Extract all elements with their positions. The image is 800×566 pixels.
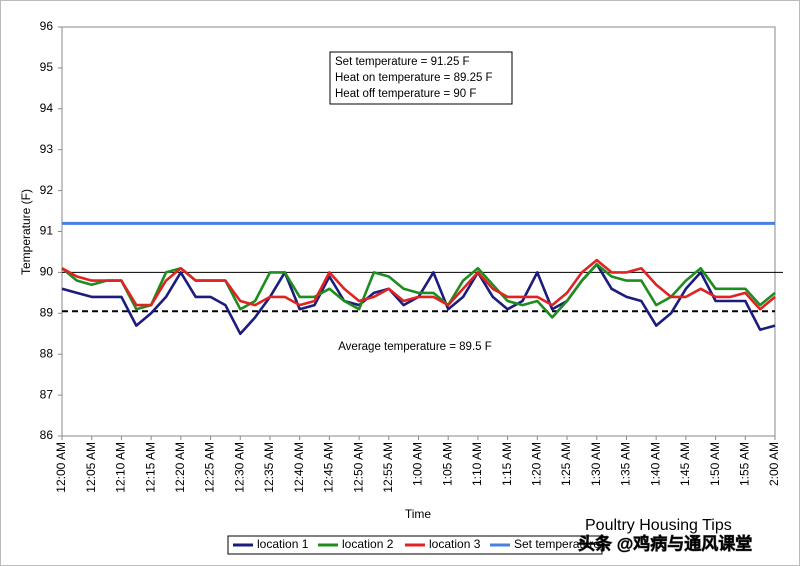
x-tick-label: 12:20 AM: [173, 442, 187, 493]
legend-label: location 1: [257, 537, 309, 551]
x-tick-label: 1:10 AM: [470, 442, 484, 486]
y-tick-label: 91: [40, 224, 54, 238]
x-tick-label: 1:30 AM: [589, 442, 603, 486]
y-tick-label: 87: [40, 387, 54, 401]
x-tick-label: 1:00 AM: [411, 442, 425, 486]
y-tick-label: 90: [40, 265, 54, 279]
x-tick-label: 12:40 AM: [292, 442, 306, 493]
x-tick-label: 12:00 AM: [54, 442, 68, 493]
x-tick-label: 1:25 AM: [559, 442, 573, 486]
x-tick-label: 1:45 AM: [678, 442, 692, 486]
x-tick-label: 12:10 AM: [114, 442, 128, 493]
y-tick-label: 93: [40, 142, 54, 156]
x-tick-label: 12:50 AM: [351, 442, 365, 493]
annotation: Average temperature = 89.5 F: [338, 341, 492, 353]
x-tick-label: 12:05 AM: [84, 442, 98, 493]
legend-label: Set temperature: [514, 537, 600, 551]
series-line: [61, 258, 776, 311]
x-tick-label: 1:05 AM: [440, 442, 454, 486]
annotation-line: Heat off temperature = 90 F: [335, 88, 476, 100]
x-tick-label: 1:50 AM: [708, 442, 722, 486]
annotation-line: Set temperature = 91.25 F: [335, 56, 470, 68]
watermark-text: 头条 @鸡病与通风课堂: [578, 533, 752, 553]
x-tick-label: 1:15 AM: [500, 442, 514, 486]
y-tick-label: 94: [40, 101, 54, 115]
legend-label: location 2: [342, 537, 394, 551]
y-tick-label: 88: [40, 346, 54, 360]
y-tick-label: 92: [40, 183, 54, 197]
x-tick-label: 12:25 AM: [203, 442, 217, 493]
legend-label: location 3: [429, 537, 481, 551]
x-tick-label: 12:55 AM: [381, 442, 395, 493]
x-tick-label: 1:55 AM: [737, 442, 751, 486]
x-tick-label: 1:40 AM: [648, 442, 662, 486]
annotation-box: [329, 51, 513, 105]
x-tick-label: 12:35 AM: [262, 442, 276, 493]
x-tick-label: 1:20 AM: [530, 442, 544, 486]
x-tick-label: 12:45 AM: [322, 442, 336, 493]
x-axis-title: Time: [405, 507, 432, 521]
y-tick-label: 95: [40, 60, 54, 74]
y-axis-title: Temperature (F): [19, 189, 33, 275]
x-tick-label: 1:35 AM: [619, 442, 633, 486]
x-tick-label: 12:15 AM: [143, 442, 157, 493]
watermark-text: Poultry Housing Tips: [585, 517, 732, 534]
x-tick-label: 2:00 AM: [767, 442, 781, 486]
y-tick-label: 89: [40, 305, 54, 319]
x-tick-label: 12:30 AM: [232, 442, 246, 493]
y-tick-label: 86: [40, 428, 54, 442]
y-tick-label: 96: [40, 19, 54, 33]
annotation-line: Heat on temperature = 89.25 F: [335, 72, 493, 84]
